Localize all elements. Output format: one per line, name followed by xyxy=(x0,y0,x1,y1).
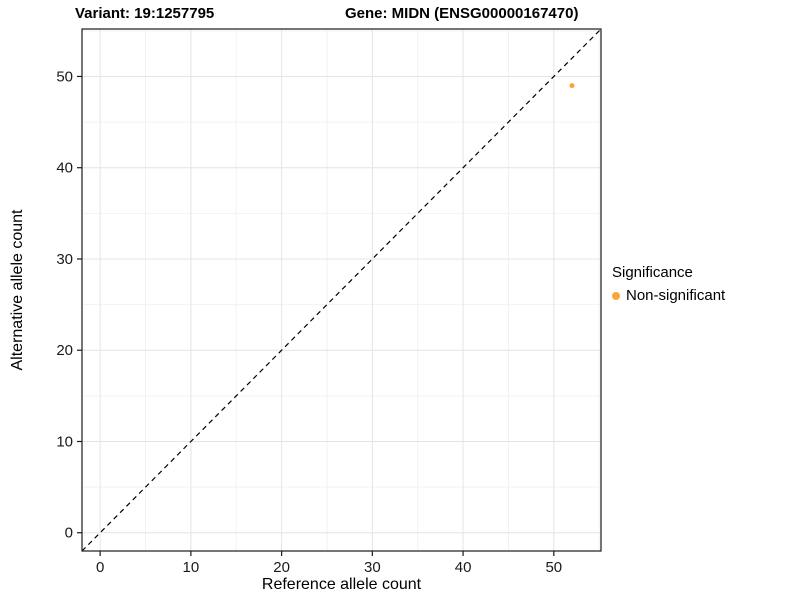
y-tick-label: 0 xyxy=(65,525,73,542)
gene-title: Gene: MIDN (ENSG00000167470) xyxy=(345,5,579,22)
x-tick-label: 20 xyxy=(273,559,290,576)
identity-line xyxy=(81,28,602,552)
legend-dot-icon xyxy=(612,291,620,300)
x-tick-label: 50 xyxy=(545,559,562,576)
x-axis-title: Reference allele count xyxy=(262,576,422,593)
x-tick-label: 10 xyxy=(183,559,200,576)
legend-entry-label: Non-significant xyxy=(626,287,726,304)
data-point xyxy=(569,83,575,89)
legend: Significance Non-significant xyxy=(612,264,725,304)
y-tick-label: 10 xyxy=(56,433,73,450)
y-tick-label: 40 xyxy=(56,160,73,177)
y-tick-label: 30 xyxy=(56,251,73,268)
panel-border xyxy=(81,28,602,552)
y-tick-label: 50 xyxy=(56,68,73,85)
y-tick-label: 20 xyxy=(56,342,73,359)
legend-entry: Non-significant xyxy=(612,287,725,304)
x-tick-label: 40 xyxy=(455,559,472,576)
legend-title: Significance xyxy=(612,264,693,281)
x-tick-label: 0 xyxy=(96,559,104,576)
x-tick-label: 30 xyxy=(364,559,381,576)
variant-title: Variant: 19:1257795 xyxy=(75,5,215,22)
y-axis-title: Alternative allele count xyxy=(9,209,26,371)
